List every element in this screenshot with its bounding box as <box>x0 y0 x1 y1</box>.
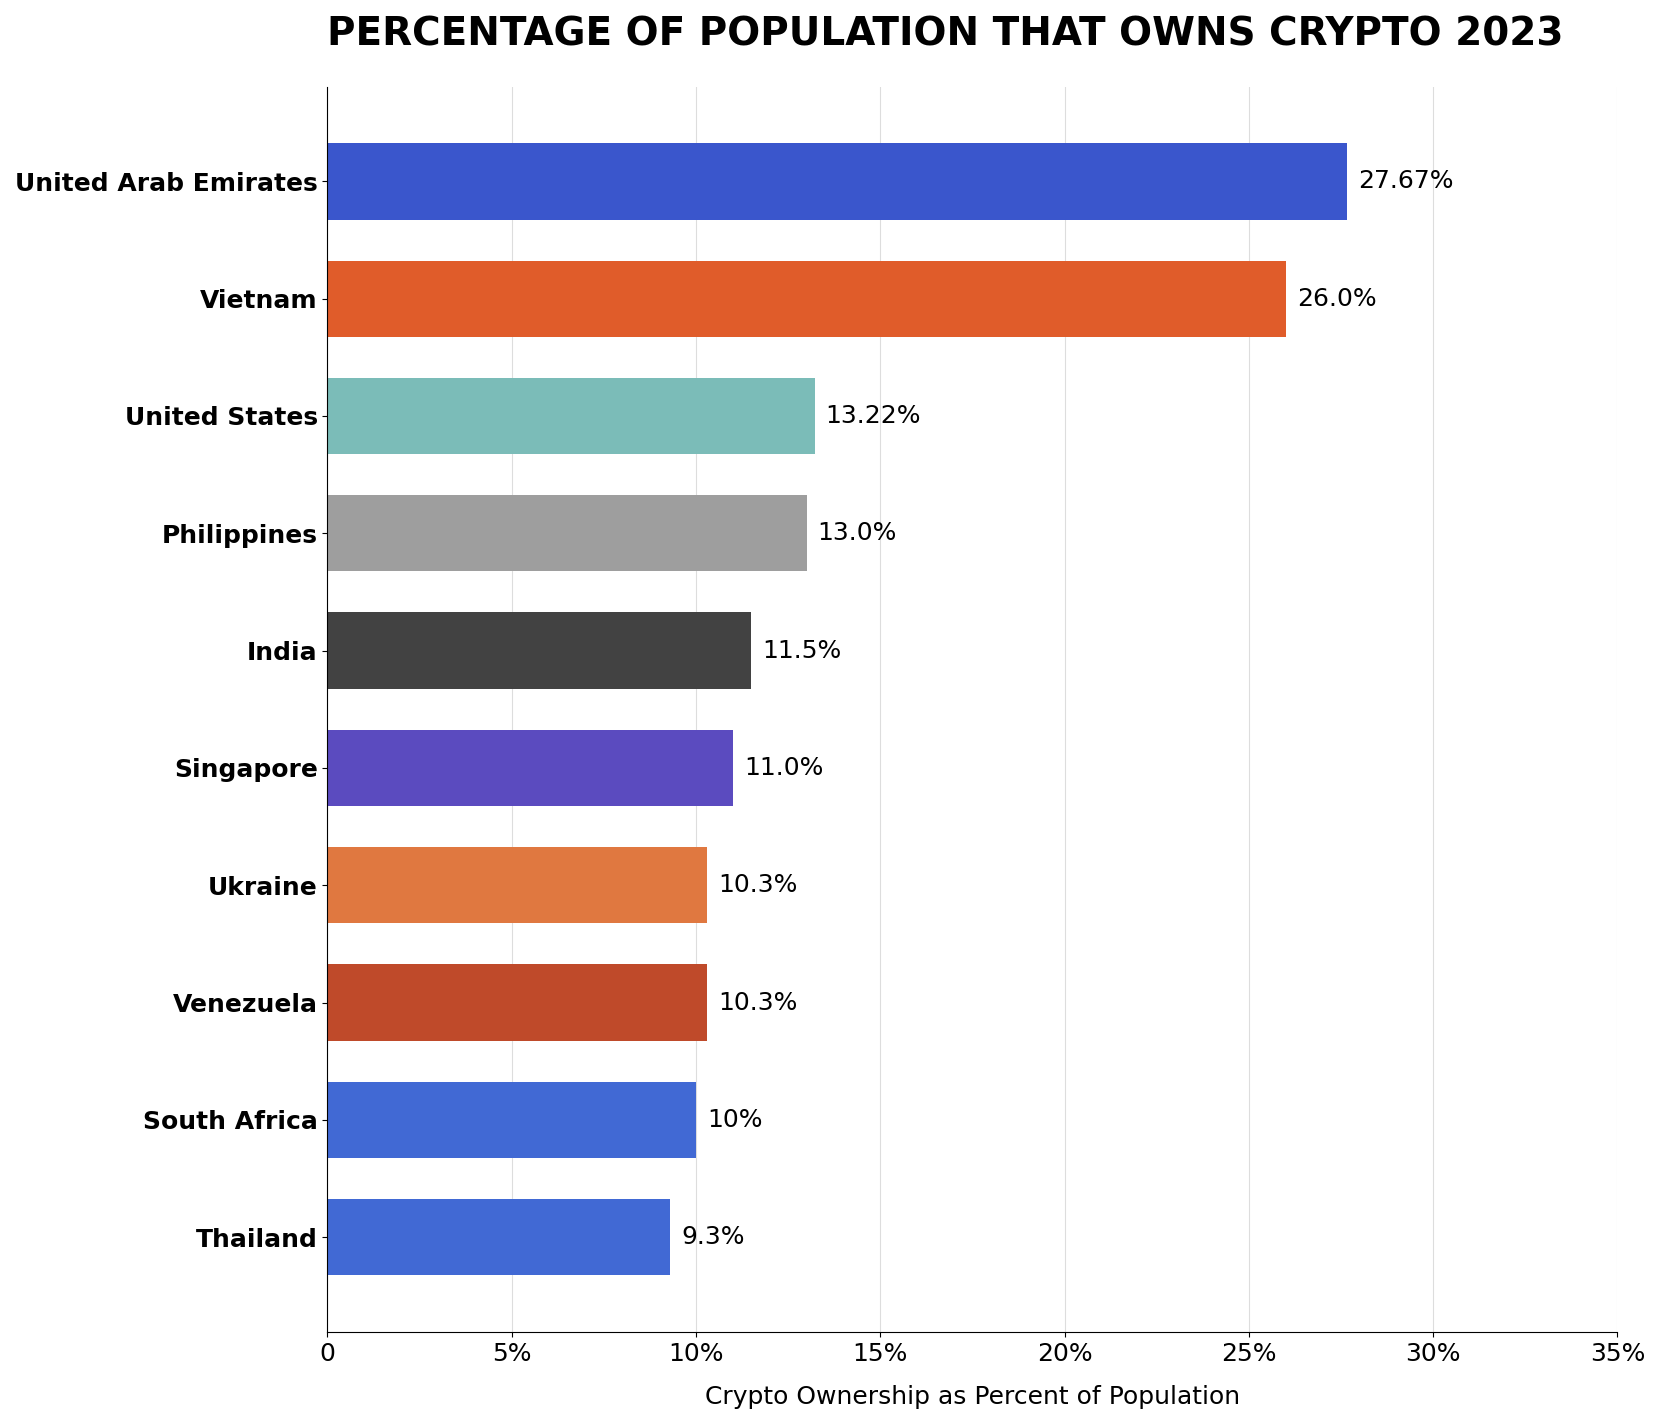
Bar <box>327 1199 671 1276</box>
Bar <box>327 964 707 1041</box>
Bar <box>327 496 807 571</box>
Bar <box>327 144 1348 219</box>
Text: PERCENTAGE OF POPULATION THAT OWNS CRYPTO 2023: PERCENTAGE OF POPULATION THAT OWNS CRYPT… <box>327 16 1564 53</box>
Bar <box>327 729 732 806</box>
Text: 10%: 10% <box>707 1108 762 1132</box>
Text: 26.0%: 26.0% <box>1296 286 1376 310</box>
Text: 27.67%: 27.67% <box>1358 169 1454 194</box>
Text: 10.3%: 10.3% <box>719 991 797 1014</box>
Text: 10.3%: 10.3% <box>719 873 797 897</box>
Text: 13.0%: 13.0% <box>818 521 896 545</box>
Bar <box>327 261 1285 337</box>
Bar <box>327 612 752 689</box>
Text: 13.22%: 13.22% <box>825 404 921 429</box>
Text: 9.3%: 9.3% <box>681 1225 745 1249</box>
X-axis label: Crypto Ownership as Percent of Population: Crypto Ownership as Percent of Populatio… <box>706 1386 1240 1408</box>
Text: 11.0%: 11.0% <box>744 756 823 780</box>
Text: 11.5%: 11.5% <box>762 638 842 662</box>
Bar <box>327 377 815 454</box>
Bar <box>327 1082 696 1158</box>
Bar <box>327 847 707 923</box>
